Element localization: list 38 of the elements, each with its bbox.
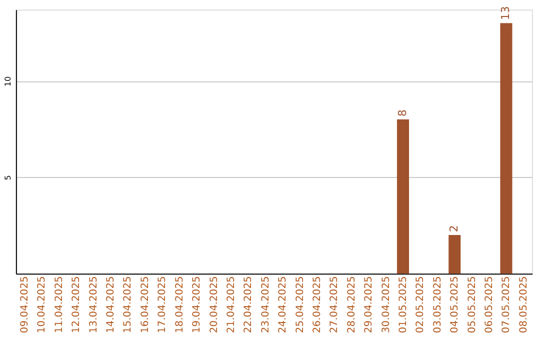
x-tick-label: 26.04.2025 [312, 276, 323, 334]
x-tick-label: 17.04.2025 [157, 276, 168, 334]
x-tick-label: 15.04.2025 [122, 276, 134, 334]
x-tick-label: 21.04.2025 [226, 276, 237, 334]
x-tick-label: 04.05.2025 [450, 276, 461, 334]
x-tick-label: 16.04.2025 [140, 276, 151, 334]
x-tick-label: 09.04.2025 [20, 276, 31, 334]
y-tick-label: 5 [3, 175, 12, 180]
x-tick-label: 19.04.2025 [192, 276, 203, 334]
x-tick-label: 25.04.2025 [294, 276, 306, 334]
bar [396, 119, 410, 274]
x-tick-label: 12.04.2025 [71, 276, 82, 334]
x-tick-label: 01.05.2025 [398, 276, 409, 334]
x-tick-label: 03.05.2025 [432, 276, 444, 334]
bar [448, 235, 461, 274]
x-tick-label: 18.04.2025 [174, 276, 186, 334]
x-tick-label: 30.04.2025 [380, 276, 392, 334]
data-label: 8 [396, 109, 409, 116]
x-tick-label: 29.04.2025 [364, 276, 375, 334]
x-tick-label: 14.04.2025 [106, 276, 117, 334]
data-label: 2 [448, 225, 461, 232]
x-tick-label: 07.05.2025 [501, 276, 512, 334]
x-tick-label: 02.05.2025 [415, 276, 426, 334]
x-tick-label: 10.04.2025 [36, 276, 48, 334]
x-tick-label: 13.04.2025 [88, 276, 100, 334]
x-tick-label: 28.04.2025 [346, 276, 358, 334]
x-tick-label: 24.04.2025 [278, 276, 289, 334]
x-tick-label: 20.04.2025 [208, 276, 220, 334]
x-tick-label: 06.05.2025 [484, 276, 496, 334]
x-tick-label: 27.04.2025 [329, 276, 340, 334]
x-tick-label: 05.05.2025 [466, 276, 478, 334]
x-tick-label: 23.04.2025 [260, 276, 272, 334]
x-tick-label: 11.04.2025 [54, 276, 65, 334]
y-tick-label: 10 [3, 76, 12, 86]
data-label: 13 [499, 6, 512, 20]
x-tick-label: 22.04.2025 [243, 276, 254, 334]
bar [500, 23, 512, 274]
x-tick-label: 08.05.2025 [518, 276, 530, 334]
